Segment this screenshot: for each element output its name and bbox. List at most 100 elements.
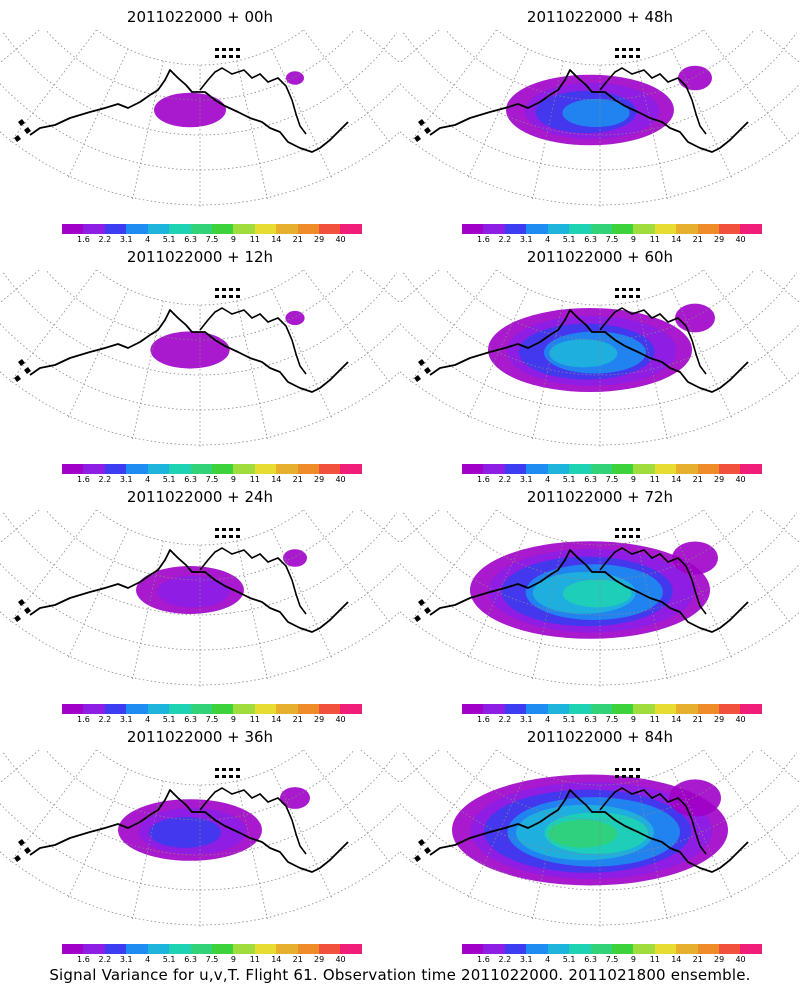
colorbar-segment xyxy=(254,704,277,714)
colorbar-tick-label: 11 xyxy=(649,235,660,244)
island-mark xyxy=(424,367,431,374)
signal-variance-field xyxy=(150,310,305,369)
colorbar-segment xyxy=(62,704,84,714)
colorbar-tick-label: 1.6 xyxy=(77,475,90,484)
map-panel-p36: 2011022000 + 36h 1.6 2.2 3.1 4 5.1 6.3 7.5 9 11 14… xyxy=(0,720,400,964)
archipelago-island xyxy=(222,768,226,771)
colorbar-segment xyxy=(547,224,570,234)
colorbar-segment xyxy=(126,224,148,234)
island-mark xyxy=(14,135,21,142)
colorbar-tick-label: 3.1 xyxy=(519,715,533,724)
polar-map xyxy=(0,30,400,207)
colorbar-segment xyxy=(254,464,277,474)
colorbar-segment xyxy=(654,224,677,234)
archipelago-island xyxy=(236,535,240,538)
signal-variance-field xyxy=(154,71,304,128)
colorbar-segment xyxy=(569,464,591,474)
panel-title: 2011022000 + 60h xyxy=(526,248,674,266)
map-panel-p72: 2011022000 + 72h 1.6 2.2 3.1 4 5.1 6.3 7.5 9 11 14… xyxy=(400,480,800,724)
archipelago-island xyxy=(622,48,626,51)
longitude-gridline xyxy=(0,510,40,544)
colorbar-tick-label: 7.5 xyxy=(205,715,219,724)
colorbar-tick-label: 5.1 xyxy=(162,955,176,964)
arctic-islands-coastline xyxy=(199,787,307,855)
longitude-gridline xyxy=(132,60,164,200)
colorbar-tick-label: 40 xyxy=(335,955,346,964)
latitude-gridline xyxy=(3,752,397,856)
colorbar-segment xyxy=(297,224,320,234)
variance-contour xyxy=(154,92,226,128)
coastline xyxy=(429,69,749,153)
longitude-gridline xyxy=(271,528,333,658)
colorbar-segment xyxy=(319,464,341,474)
panel-title: 2011022000 + 72h xyxy=(526,488,674,506)
arctic-islands-coastline xyxy=(199,307,307,375)
latitude-gridline xyxy=(403,272,797,376)
archipelago-island xyxy=(629,768,633,771)
colorbar-segment xyxy=(340,704,362,714)
colorbar-segment xyxy=(462,224,484,234)
colorbar-segment xyxy=(147,464,170,474)
colorbar-segment xyxy=(504,944,527,954)
colorbar-tick-label: 1.6 xyxy=(477,475,490,484)
colorbar-tick-label: 2.2 xyxy=(498,475,512,484)
colorbar-segment xyxy=(569,224,591,234)
colorbar-tick-label: 21 xyxy=(692,475,703,484)
latitude-gridline xyxy=(45,750,355,821)
colorbar-tick-label: 9 xyxy=(630,715,636,724)
colorbar-segment xyxy=(483,464,505,474)
archipelago-island xyxy=(215,48,219,51)
panel-title: 2011022000 + 00h xyxy=(126,8,274,26)
map-panel-p24: 2011022000 + 24h 1.6 2.2 3.1 4 5.1 6.3 7.5 9 11 14… xyxy=(0,480,400,724)
latitude-gridline xyxy=(3,272,397,376)
archipelago-island xyxy=(222,55,226,58)
archipelago-island xyxy=(229,295,233,298)
archipelago-island xyxy=(215,295,219,298)
archipelago-island xyxy=(615,288,619,291)
colorbar-segment xyxy=(233,224,255,234)
colorbar-segment xyxy=(276,464,298,474)
archipelago-island xyxy=(622,528,626,531)
colorbar-segment xyxy=(233,944,255,954)
archipelago-island xyxy=(222,535,226,538)
longitude-gridline xyxy=(703,30,791,143)
colorbar-segment xyxy=(126,944,148,954)
panel-title: 2011022000 + 84h xyxy=(526,728,674,746)
longitude-gridline xyxy=(400,750,440,784)
colorbar-tick-label: 14 xyxy=(671,235,682,244)
island-mark xyxy=(424,607,431,614)
colorbar-tick-label: 29 xyxy=(314,475,325,484)
variance-contour xyxy=(157,575,230,608)
archipelago-island xyxy=(222,295,226,298)
colorbar-tick-label: 3.1 xyxy=(119,955,133,964)
colorbar-tick-label: 9 xyxy=(630,235,636,244)
colorbar-segment xyxy=(654,944,677,954)
colorbar-tick-label: 5.1 xyxy=(162,475,176,484)
polar-map xyxy=(400,510,800,687)
archipelago-island xyxy=(236,775,240,778)
island-mark xyxy=(424,127,431,134)
colorbar-tick-label: 29 xyxy=(314,715,325,724)
island-mark xyxy=(24,367,31,374)
colorbar-segment xyxy=(697,704,720,714)
archipelago-island xyxy=(236,288,240,291)
colorbar xyxy=(62,704,362,714)
panel-title: 2011022000 + 48h xyxy=(526,8,674,26)
colorbar-segment xyxy=(276,704,298,714)
archipelago-island xyxy=(636,535,640,538)
longitude-gridline xyxy=(67,528,129,658)
colorbar xyxy=(62,224,362,234)
colorbar-segment xyxy=(190,944,212,954)
colorbar-segment xyxy=(340,464,362,474)
archipelago-island xyxy=(229,775,233,778)
archipelago-island xyxy=(229,48,233,51)
colorbar-tick-label: 4 xyxy=(145,235,151,244)
polar-map xyxy=(0,510,400,687)
colorbar-segment xyxy=(633,224,655,234)
longitude-gridline xyxy=(360,30,400,64)
archipelago-island xyxy=(629,528,633,531)
signal-variance-field xyxy=(452,774,728,886)
colorbar-tick-label: 2.2 xyxy=(498,235,512,244)
island-mark xyxy=(18,599,25,606)
longitude-gridline xyxy=(0,270,40,304)
